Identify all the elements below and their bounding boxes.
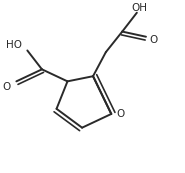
Text: O: O <box>150 35 158 45</box>
Text: HO: HO <box>6 40 22 50</box>
Text: O: O <box>117 109 125 119</box>
Text: OH: OH <box>131 3 147 13</box>
Text: O: O <box>3 81 11 92</box>
